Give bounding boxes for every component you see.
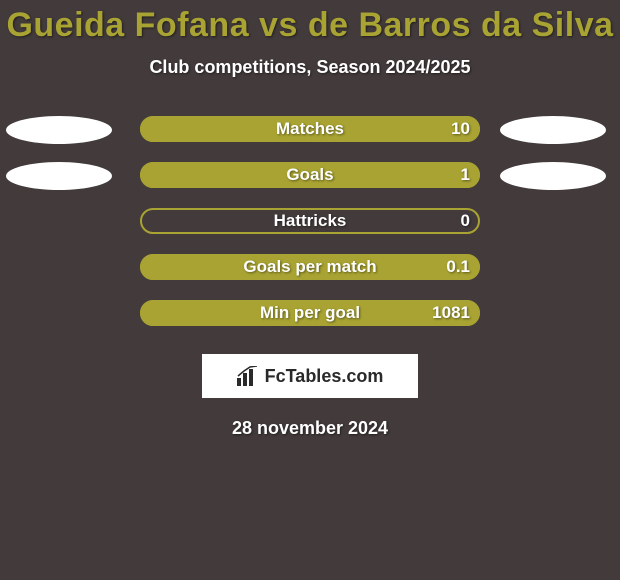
page-title: Gueida Fofana vs de Barros da Silva xyxy=(0,0,620,45)
stat-value-right: 0.1 xyxy=(446,254,470,280)
stat-bar: Matches10 xyxy=(140,116,480,142)
player-right-ellipse xyxy=(500,116,606,144)
stat-label: Matches xyxy=(140,116,480,142)
date-label: 28 november 2024 xyxy=(0,418,620,439)
bar-chart-icon xyxy=(237,366,259,386)
stat-bar: Hattricks0 xyxy=(140,208,480,234)
stat-rows: Matches10Goals1Hattricks0Goals per match… xyxy=(0,116,620,326)
brand-box: FcTables.com xyxy=(202,354,418,398)
stat-bar: Goals1 xyxy=(140,162,480,188)
stat-row: Matches10 xyxy=(0,116,620,142)
player-left-ellipse xyxy=(6,162,112,190)
player-right-ellipse xyxy=(500,162,606,190)
stat-value-right: 1 xyxy=(461,162,470,188)
stat-bar: Min per goal1081 xyxy=(140,300,480,326)
stat-label: Hattricks xyxy=(140,208,480,234)
subtitle: Club competitions, Season 2024/2025 xyxy=(0,57,620,78)
stat-value-right: 10 xyxy=(451,116,470,142)
stat-row: Goals1 xyxy=(0,162,620,188)
stat-bar: Goals per match0.1 xyxy=(140,254,480,280)
player-left-ellipse xyxy=(6,116,112,144)
stat-label: Goals per match xyxy=(140,254,480,280)
stat-value-right: 1081 xyxy=(432,300,470,326)
stat-value-right: 0 xyxy=(461,208,470,234)
brand-label: FcTables.com xyxy=(265,366,384,387)
stat-label: Goals xyxy=(140,162,480,188)
comparison-infographic: Gueida Fofana vs de Barros da Silva Club… xyxy=(0,0,620,580)
stat-row: Min per goal1081 xyxy=(0,300,620,326)
stat-label: Min per goal xyxy=(140,300,480,326)
stat-row: Hattricks0 xyxy=(0,208,620,234)
stat-row: Goals per match0.1 xyxy=(0,254,620,280)
